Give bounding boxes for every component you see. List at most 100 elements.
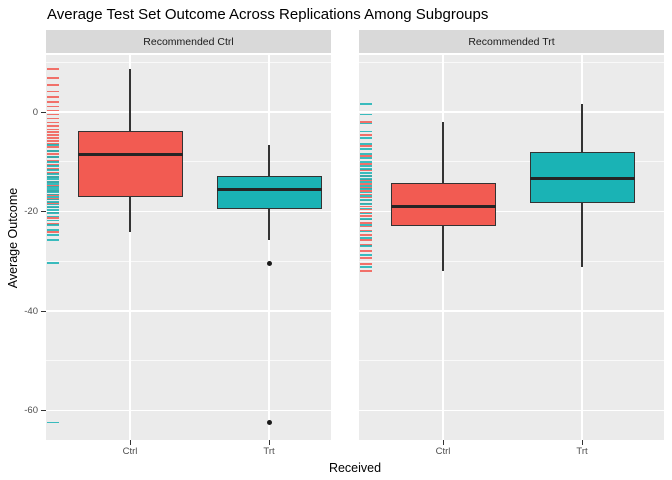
rug-mark-ctrl [47, 84, 59, 87]
rug-mark-trt [360, 253, 372, 256]
rug-mark-trt [47, 160, 59, 163]
rug-mark-trt [360, 237, 372, 240]
rug-mark-ctrl [47, 202, 59, 204]
rug-mark-ctrl [47, 125, 59, 127]
rug-mark-trt [47, 196, 59, 198]
x-axis-tick-label: Ctrl [122, 446, 138, 457]
x-axis-tick [581, 440, 583, 445]
y-axis-tick-label: -20 [24, 206, 38, 217]
rug-mark-ctrl [47, 134, 59, 137]
y-axis-tick [41, 410, 46, 411]
gridline-major-vertical [129, 55, 131, 440]
gridline-major-horizontal [359, 111, 664, 113]
rug-mark-trt [47, 203, 59, 206]
rug-mark-trt [47, 165, 59, 168]
facet-panel [359, 55, 664, 440]
facet-strip: Recommended Trt [359, 30, 664, 53]
rug-mark-trt [47, 229, 59, 231]
rug-mark-trt [360, 164, 372, 167]
gridline-major-horizontal [359, 210, 664, 213]
gridline-major-horizontal [46, 210, 331, 213]
gridline-minor-horizontal [359, 161, 664, 163]
rug-mark-trt [47, 193, 59, 196]
rug-mark-trt [47, 234, 59, 237]
plot-title: Average Test Set Outcome Across Replicat… [47, 6, 489, 23]
rug-mark-ctrl [360, 133, 372, 136]
rug-mark-trt [360, 160, 372, 163]
gridline-major-horizontal [359, 409, 664, 412]
x-axis-tick-label: Trt [576, 446, 588, 457]
rug-mark-trt [360, 130, 372, 133]
rug-mark-ctrl [47, 230, 59, 233]
x-axis-title: Received [328, 461, 382, 475]
gridline-minor-horizontal [46, 61, 331, 63]
rug-mark-trt [47, 150, 59, 153]
rug-mark-ctrl [360, 215, 372, 217]
x-axis-tick [268, 440, 270, 445]
rug-mark-ctrl [360, 233, 372, 236]
gridline-minor-horizontal [46, 260, 331, 262]
rug-mark-trt [47, 215, 59, 218]
rug-mark-ctrl [47, 128, 59, 131]
rug-mark-trt [360, 244, 372, 247]
rug-mark-ctrl [360, 222, 372, 224]
gridline-minor-horizontal [46, 360, 331, 362]
rug-mark-ctrl [47, 159, 59, 162]
rug-mark-trt [360, 178, 372, 181]
rug-mark-trt [47, 169, 59, 172]
rug-mark-ctrl [360, 169, 372, 172]
rug-mark-trt [47, 191, 59, 194]
rug-mark-ctrl [47, 152, 59, 155]
rug-mark-trt [360, 188, 372, 190]
rug-mark-trt [47, 178, 59, 181]
rug-mark-ctrl [47, 113, 59, 116]
rug-mark-ctrl [360, 193, 372, 196]
rug-mark-ctrl [360, 121, 372, 123]
rug-mark-ctrl [360, 179, 372, 182]
rug-mark-ctrl [360, 162, 372, 165]
rug-mark-trt [47, 198, 59, 201]
rug-mark-ctrl [360, 269, 372, 272]
rug-mark-ctrl [360, 238, 372, 241]
gridline-minor-horizontal [359, 360, 664, 362]
rug-mark-trt [47, 262, 59, 265]
rug-mark-ctrl [47, 163, 59, 166]
rug-mark-trt [360, 230, 372, 233]
rug-mark-ctrl [47, 121, 59, 124]
rug-mark-ctrl [47, 146, 59, 149]
rug-mark-ctrl [47, 223, 59, 225]
y-axis-tick-label: 0 [32, 106, 38, 118]
gridline-minor-horizontal [359, 61, 664, 63]
gridline-minor-horizontal [359, 260, 664, 262]
rug-mark-trt [360, 175, 372, 178]
rug-mark-ctrl [360, 183, 372, 186]
rug-mark-ctrl [360, 263, 372, 266]
rug-mark-trt [47, 172, 59, 175]
rug-mark-trt [360, 181, 372, 184]
rug-mark-ctrl [47, 90, 59, 93]
rug-mark-ctrl [360, 154, 372, 157]
rug-mark-ctrl [360, 205, 372, 208]
rug-mark-trt [360, 143, 372, 146]
rug-mark-trt [47, 238, 59, 241]
rug-mark-trt [360, 265, 372, 268]
gridline-major-horizontal [46, 111, 331, 113]
boxplot-box [216, 176, 322, 209]
rug-mark-ctrl [47, 131, 59, 134]
facet-panel [46, 55, 331, 440]
rug-mark-trt [360, 148, 372, 151]
boxplot-outlier-point [266, 260, 272, 266]
y-axis-tick-label: -60 [24, 405, 38, 416]
gridline-major-vertical [268, 55, 270, 440]
rug-mark-ctrl [360, 229, 372, 232]
rug-mark-trt [47, 155, 59, 158]
rug-mark-trt [360, 184, 372, 187]
rug-mark-trt [360, 168, 372, 171]
rug-mark-trt [47, 189, 59, 192]
rug-mark-trt [47, 183, 59, 186]
rug-mark-trt [360, 195, 372, 197]
rug-mark-trt [47, 180, 59, 183]
rug-mark-trt [360, 224, 372, 226]
